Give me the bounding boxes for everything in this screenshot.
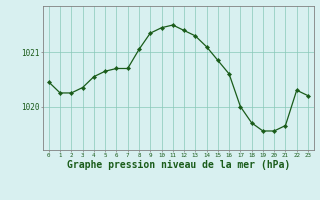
X-axis label: Graphe pression niveau de la mer (hPa): Graphe pression niveau de la mer (hPa) (67, 160, 290, 170)
